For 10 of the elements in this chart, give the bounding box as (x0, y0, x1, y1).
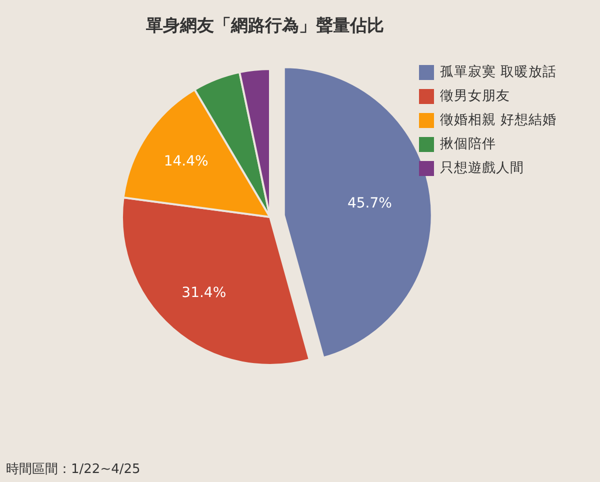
text: 時間區間：1/22~4/25 (6, 461, 140, 478)
legend-label: 徵婚相親 好想結婚 (440, 111, 556, 130)
data-label: 14.4% (164, 153, 208, 170)
data-label: 45.7% (347, 195, 392, 212)
data-label: 31.4% (182, 284, 226, 301)
chart-title: 單身網友「網路行為」聲量佔比 (145, 15, 385, 37)
legend-label: 徵男女朋友 (440, 87, 510, 106)
legend-label: 只想遊戲人間 (440, 159, 524, 178)
legend-label: 孤單寂寞 取暖放話 (440, 63, 556, 82)
legend-label: 揪個陪伴 (440, 135, 496, 154)
